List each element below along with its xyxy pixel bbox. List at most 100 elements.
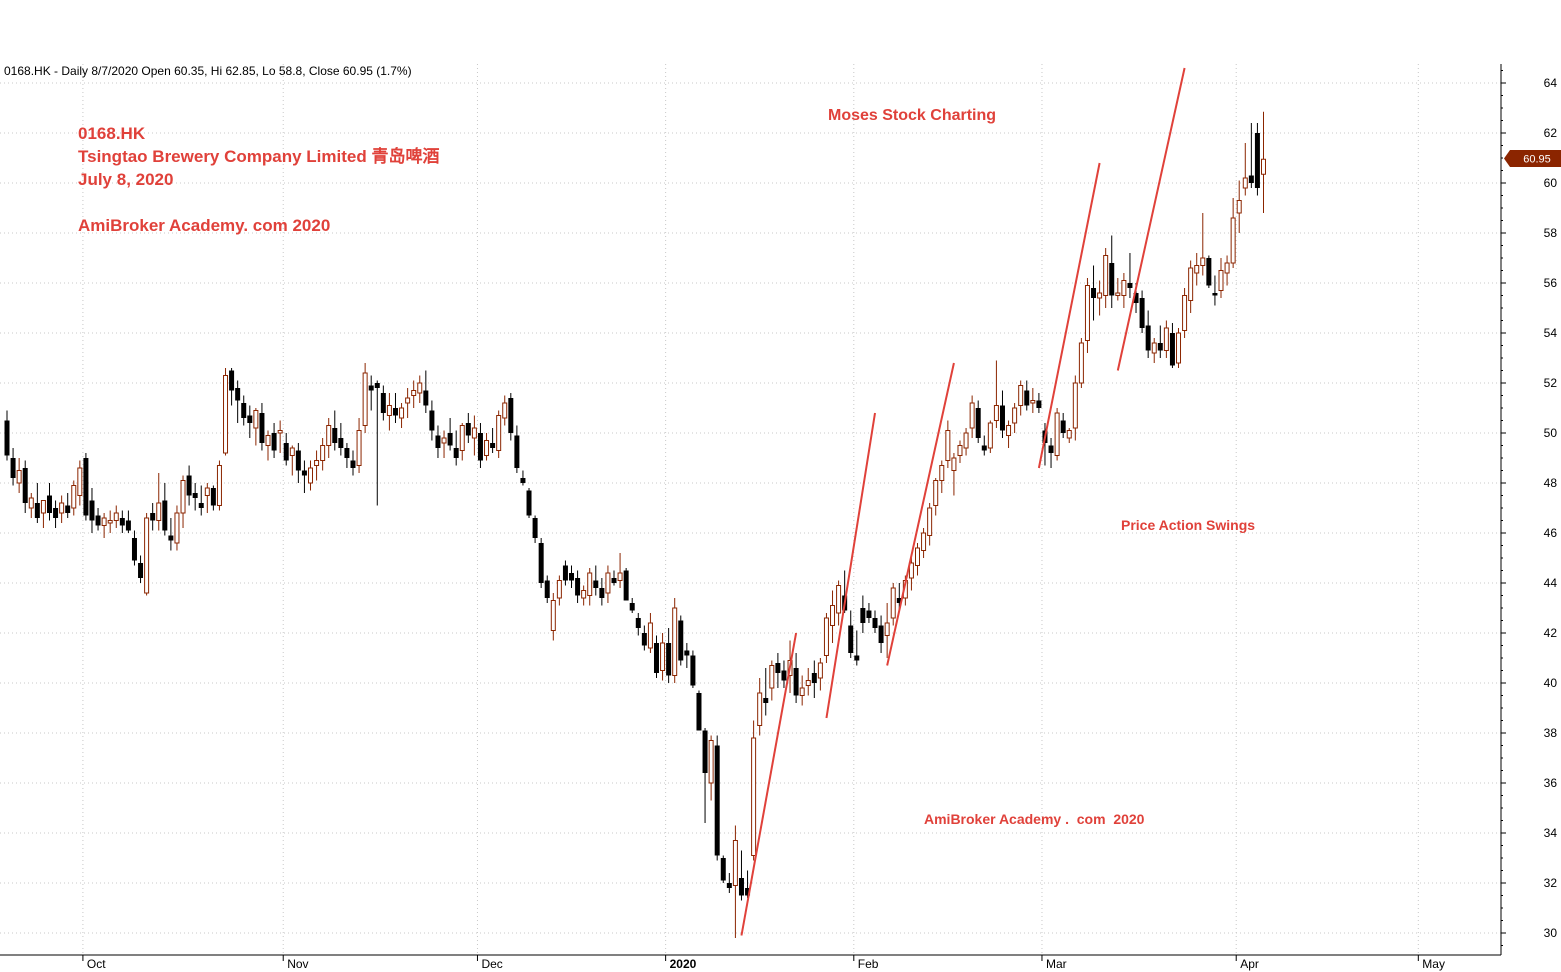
- candle: [860, 595, 866, 633]
- candle-body: [277, 430, 283, 434]
- candle-body: [890, 587, 896, 619]
- candle: [1024, 380, 1030, 411]
- candle: [320, 438, 326, 471]
- candle-body: [77, 467, 83, 496]
- candle-body: [945, 430, 951, 461]
- candle-body: [514, 435, 520, 468]
- candle-body: [575, 578, 581, 596]
- candle: [611, 570, 617, 586]
- candle: [993, 360, 999, 428]
- candle: [817, 658, 823, 691]
- x-tick-label: 2020: [670, 957, 697, 971]
- watermark-label: AmiBroker Academy . com 2020: [924, 811, 1145, 827]
- candle: [1030, 388, 1036, 413]
- candle: [745, 870, 751, 898]
- candle: [392, 393, 398, 423]
- candle: [362, 363, 368, 433]
- candle: [40, 500, 46, 528]
- candle-body: [927, 507, 933, 536]
- candle: [502, 395, 508, 426]
- trend-line: [1116, 67, 1186, 371]
- candle-body: [198, 503, 204, 508]
- candle: [848, 610, 854, 658]
- candle-body: [951, 457, 957, 471]
- candle: [732, 825, 738, 938]
- candle-body: [83, 458, 89, 516]
- candle-body: [1054, 412, 1060, 456]
- candle-body: [1236, 200, 1242, 214]
- candle-body: [817, 662, 823, 679]
- candle-body: [89, 500, 95, 521]
- candle-body: [830, 605, 836, 626]
- candle: [581, 585, 587, 606]
- candle-body: [635, 618, 641, 628]
- candle: [981, 435, 987, 456]
- candle-body: [138, 563, 144, 578]
- candle-body: [477, 433, 483, 461]
- ticker-label: 0168.HK: [78, 124, 146, 143]
- y-tick-label: 48: [1544, 476, 1558, 490]
- candle-body: [660, 642, 666, 671]
- candle: [1036, 393, 1042, 413]
- candle-body: [411, 390, 417, 396]
- candle: [617, 553, 623, 588]
- candle: [757, 678, 763, 736]
- candle: [599, 578, 605, 606]
- candle-body: [641, 633, 647, 646]
- candle: [1236, 180, 1242, 233]
- candle-body: [338, 438, 344, 448]
- candle: [46, 483, 52, 521]
- candle-body: [854, 655, 860, 661]
- candle-body: [265, 435, 271, 446]
- chart-header: 0168.HK - Daily 8/7/2020 Open 60.35, Hi …: [4, 64, 412, 78]
- candle: [550, 593, 556, 641]
- candle-body: [599, 588, 605, 598]
- y-tick-label: 64: [1544, 76, 1558, 90]
- candle: [186, 465, 192, 506]
- candle-body: [538, 543, 544, 583]
- candle-body: [241, 403, 247, 418]
- candle: [884, 603, 890, 658]
- candle: [629, 598, 635, 613]
- x-tick-label: Oct: [87, 957, 106, 971]
- candle: [484, 433, 490, 461]
- candle: [374, 380, 380, 506]
- candle-body: [502, 402, 508, 419]
- candle: [350, 450, 356, 476]
- candle-body: [684, 650, 690, 656]
- candle-body: [921, 532, 927, 551]
- trend-lines: [740, 67, 1186, 936]
- candle-body: [314, 460, 320, 466]
- candle: [1078, 338, 1084, 388]
- candle-body: [745, 888, 751, 896]
- candle: [520, 470, 526, 486]
- candle-body: [10, 458, 16, 478]
- candle: [119, 510, 125, 533]
- candle-body: [53, 508, 59, 518]
- candle-body: [836, 585, 842, 614]
- candle: [1248, 123, 1254, 188]
- candle-body: [1133, 293, 1139, 303]
- candle-body: [344, 448, 350, 458]
- candle: [1157, 325, 1163, 358]
- candle-body: [283, 443, 289, 461]
- candle-body: [16, 470, 22, 484]
- candle: [1254, 123, 1260, 196]
- candle: [514, 425, 520, 473]
- candle-body: [933, 480, 939, 506]
- brand-label: Moses Stock Charting: [828, 107, 997, 124]
- candle: [1060, 413, 1066, 438]
- y-tick-label: 32: [1544, 876, 1558, 890]
- candle-body: [975, 408, 981, 438]
- candle-body: [380, 393, 386, 413]
- candle-body: [690, 655, 696, 686]
- candle: [1206, 255, 1212, 288]
- candle-body: [1097, 292, 1103, 299]
- candle: [162, 483, 168, 536]
- candle-body: [969, 402, 975, 429]
- candle: [945, 420, 951, 468]
- candle: [1072, 375, 1078, 441]
- candle: [562, 560, 568, 586]
- candle-body: [1176, 332, 1182, 364]
- candle-body: [46, 495, 52, 513]
